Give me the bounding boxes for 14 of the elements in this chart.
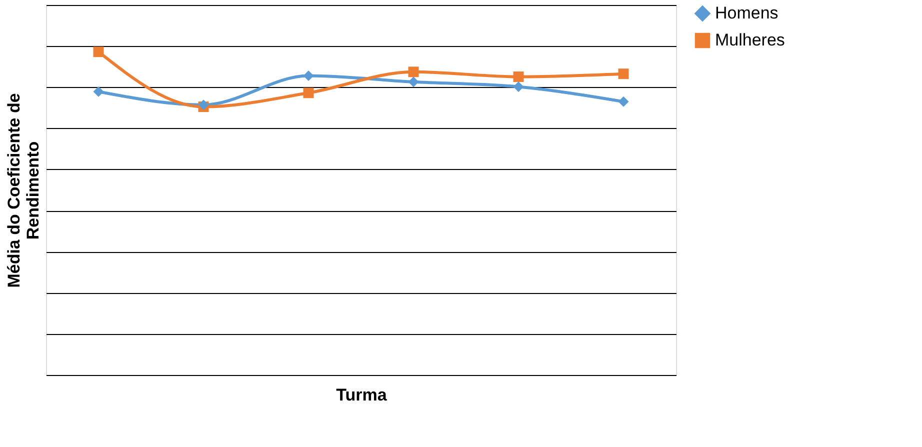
point xyxy=(618,68,629,80)
legend-label: Homens xyxy=(715,4,778,22)
point xyxy=(513,71,524,82)
point xyxy=(408,66,419,78)
x-axis-title: Turma xyxy=(336,386,388,404)
y-axis-title: Média do Coeficiente de Rendimento xyxy=(4,93,42,288)
point xyxy=(513,82,524,92)
point xyxy=(93,46,104,58)
point xyxy=(408,76,419,88)
point xyxy=(303,88,314,98)
point xyxy=(93,86,104,97)
point xyxy=(303,70,314,82)
legend-label: Mulheres xyxy=(715,30,785,50)
point xyxy=(618,96,629,107)
